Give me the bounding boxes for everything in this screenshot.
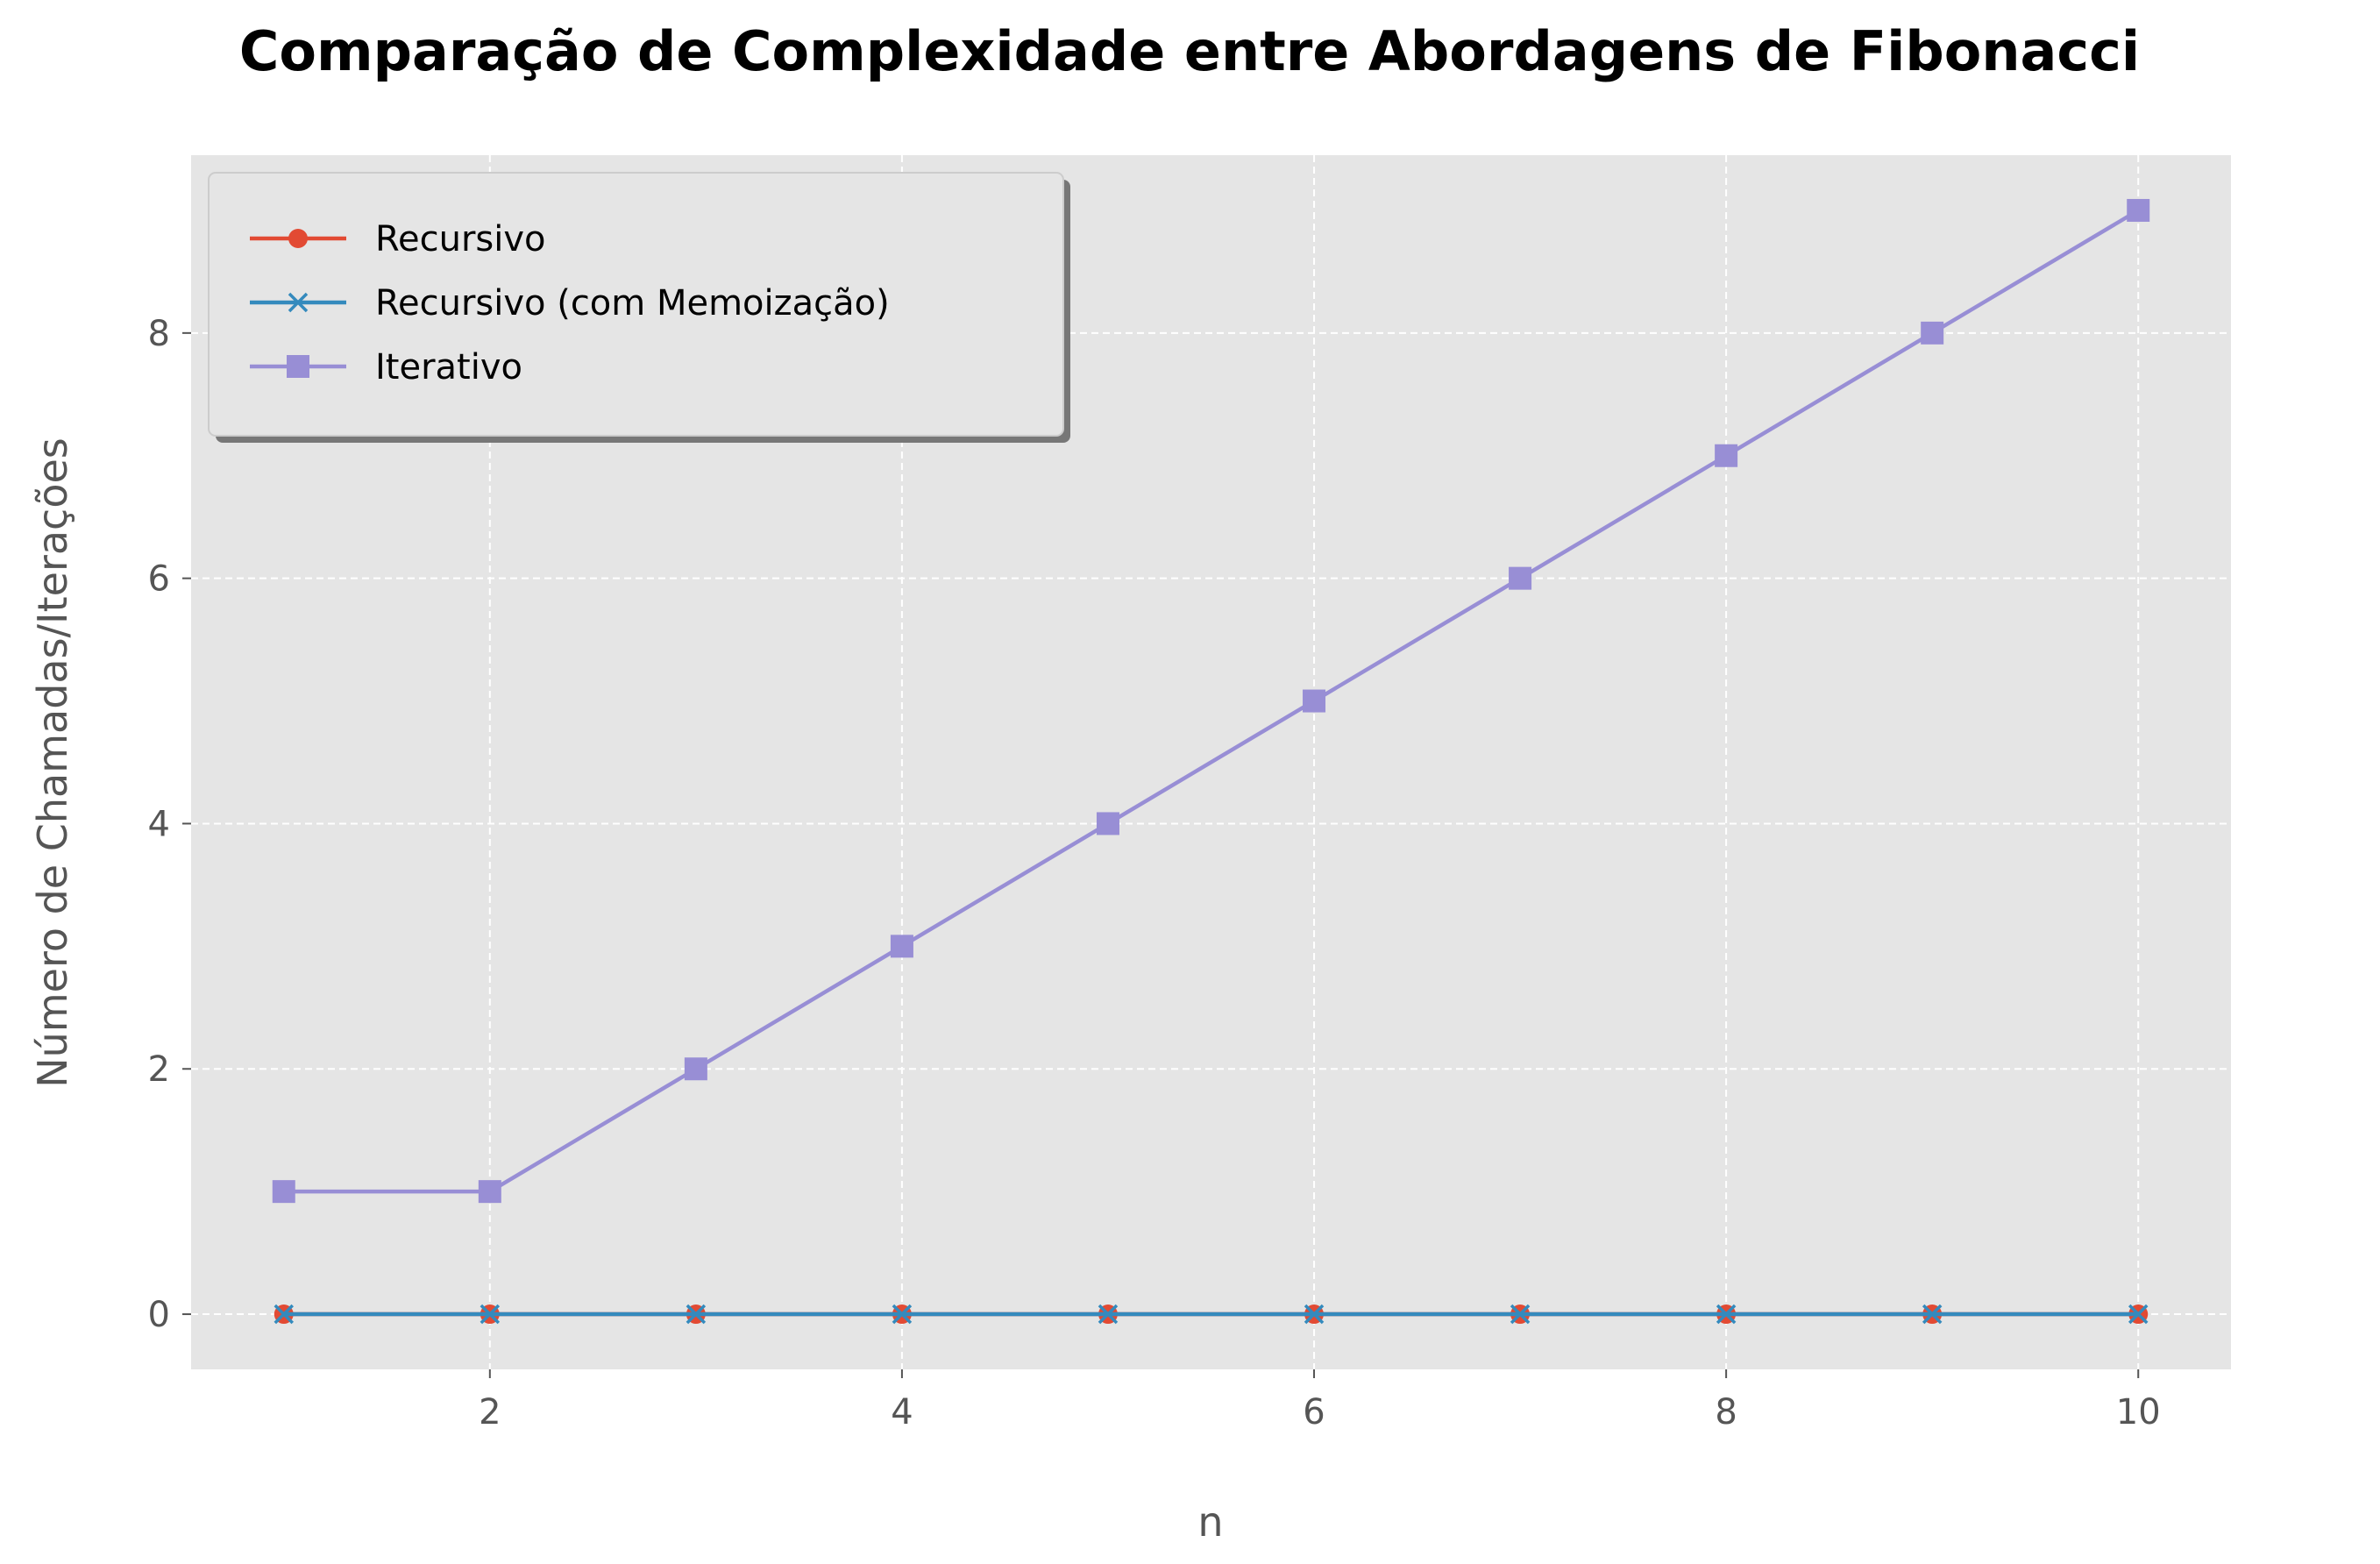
series-2	[274, 1304, 2149, 1325]
data-point	[2127, 198, 2150, 222]
data-point	[1715, 444, 1738, 467]
data-point	[272, 1180, 295, 1204]
x-tick-label: 4	[891, 1392, 913, 1432]
data-point	[1510, 1304, 1531, 1325]
chart-title: Comparação de Complexidade entre Abordag…	[239, 19, 2140, 83]
data-point	[2128, 1304, 2149, 1325]
series-3	[272, 198, 2150, 1204]
x-axis-label: n	[1197, 1498, 1223, 1546]
data-point	[480, 1304, 501, 1325]
axis-ticks: 2 4 6 8 10 0 2 4 6 8	[148, 314, 2161, 1432]
data-point	[274, 1304, 295, 1325]
y-tick-label: 8	[148, 314, 170, 354]
x-tick-label: 6	[1303, 1392, 1325, 1432]
legend-label: Recursivo	[375, 219, 546, 259]
data-point	[1096, 812, 1119, 835]
data-point	[686, 1304, 707, 1325]
data-point	[892, 1304, 913, 1325]
data-point	[1303, 689, 1326, 713]
data-point	[684, 1057, 707, 1081]
data-point	[1304, 1304, 1325, 1325]
y-tick-label: 0	[148, 1295, 170, 1335]
legend: Recursivo Recursivo (com Memoização) Itera…	[208, 172, 1070, 443]
y-axis-label: Número de Chamadas/Iterações	[29, 437, 76, 1087]
legend-marker	[288, 229, 308, 248]
data-point	[1716, 1304, 1737, 1325]
legend-item: Recursivo	[250, 219, 546, 259]
legend-marker	[288, 292, 309, 313]
series-group	[272, 198, 2150, 1325]
legend-item: Recursivo (com Memoização)	[250, 283, 890, 323]
data-point	[890, 935, 913, 958]
x-tick-label: 10	[2116, 1392, 2161, 1432]
y-tick-label: 4	[148, 804, 170, 844]
data-point	[1098, 1304, 1119, 1325]
y-tick-label: 2	[148, 1049, 170, 1090]
data-point	[1921, 321, 1944, 345]
data-point	[1509, 566, 1532, 590]
legend-label: Recursivo (com Memoização)	[375, 283, 890, 323]
data-point	[1922, 1304, 1943, 1325]
legend-label: Iterativo	[375, 347, 522, 387]
y-tick-label: 6	[148, 559, 170, 600]
legend-item: Iterativo	[250, 347, 522, 387]
series-line	[283, 209, 2140, 1194]
data-point	[478, 1180, 501, 1204]
x-tick-label: 2	[479, 1392, 501, 1432]
legend-box	[208, 172, 1064, 437]
legend-marker	[287, 355, 309, 378]
x-tick-label: 8	[1715, 1392, 1737, 1432]
